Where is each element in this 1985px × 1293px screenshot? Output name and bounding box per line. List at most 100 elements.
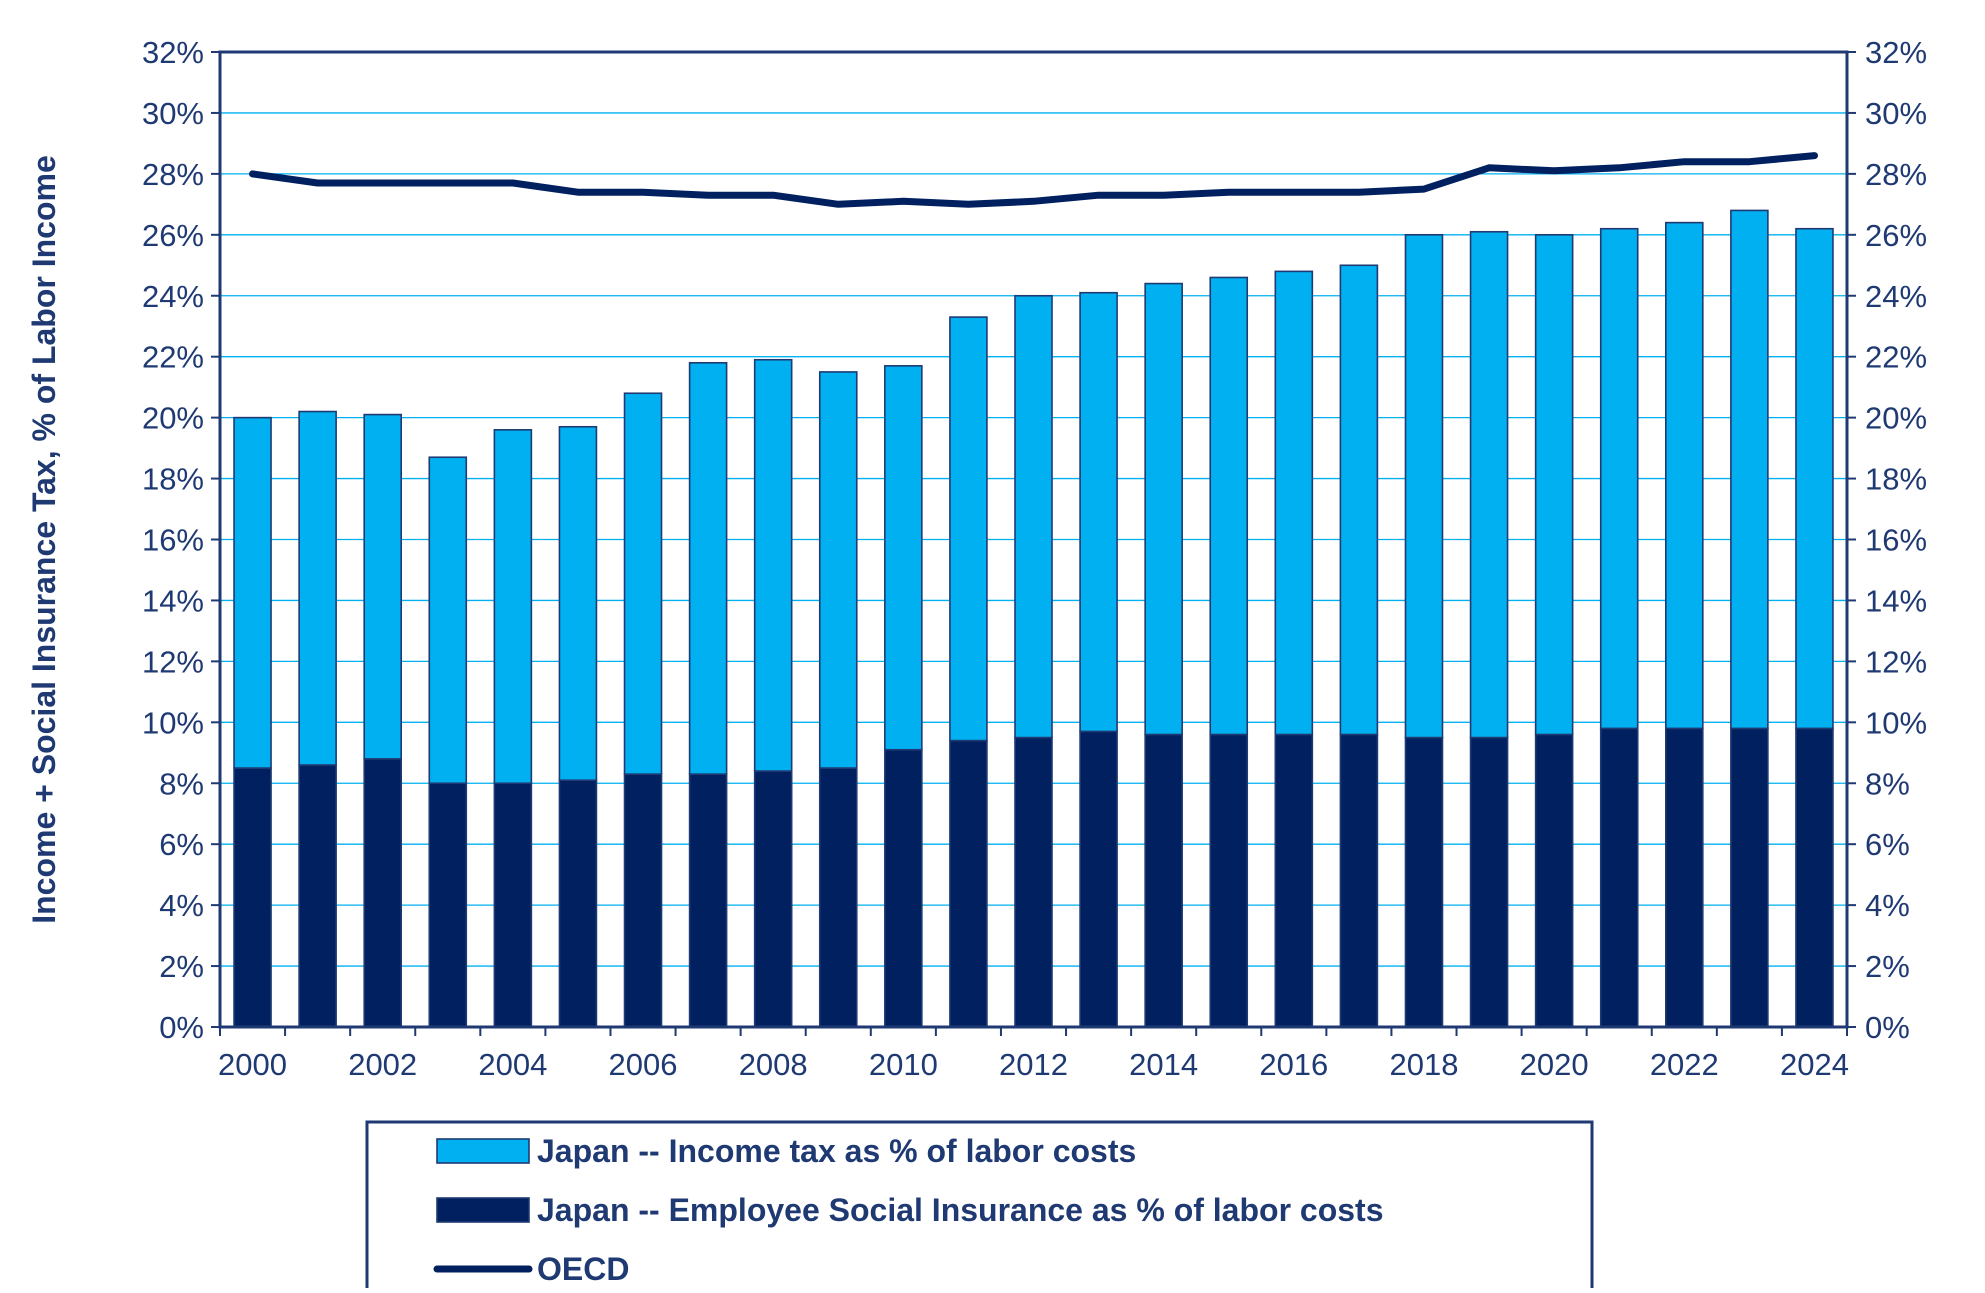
bar-social-insurance-2020 bbox=[1534, 733, 1574, 1028]
x-tick-label: 2018 bbox=[1389, 1047, 1458, 1082]
legend-label: Japan -- Employee Social Insurance as % … bbox=[537, 1192, 1384, 1228]
bar-income-tax-2006 bbox=[623, 392, 663, 775]
y2-tick-label: 0% bbox=[1865, 1010, 1910, 1045]
y2-tick-label: 28% bbox=[1865, 157, 1927, 192]
y2-tick-label: 4% bbox=[1865, 888, 1910, 923]
bar-income-tax-2019 bbox=[1469, 230, 1509, 739]
bar-social-insurance-2004 bbox=[493, 782, 533, 1028]
bar-income-tax-2018 bbox=[1404, 234, 1444, 739]
legend-label: OECD bbox=[537, 1251, 629, 1287]
bar-social-insurance-2016 bbox=[1274, 733, 1314, 1028]
y-tick-label: 24% bbox=[142, 279, 204, 314]
y2-tick-label: 12% bbox=[1865, 644, 1927, 679]
bar-social-insurance-2001 bbox=[298, 764, 337, 1028]
bar-income-tax-2013 bbox=[1079, 291, 1118, 733]
bar-income-tax-2015 bbox=[1209, 276, 1249, 736]
bars bbox=[233, 209, 1834, 1028]
x-tick-label: 2016 bbox=[1259, 1047, 1328, 1082]
y2-tick-label: 32% bbox=[1865, 35, 1927, 70]
bar-social-insurance-2002 bbox=[363, 758, 403, 1028]
y2-tick-label: 20% bbox=[1865, 401, 1927, 436]
bar-income-tax-2020 bbox=[1534, 234, 1574, 736]
legend-label: Japan -- Income tax as % of labor costs bbox=[537, 1133, 1136, 1169]
bar-social-insurance-2017 bbox=[1339, 733, 1379, 1028]
x-tick-label: 2022 bbox=[1650, 1047, 1719, 1082]
bar-income-tax-2000 bbox=[233, 416, 272, 769]
y2-tick-label: 8% bbox=[1865, 766, 1910, 801]
x-tick-label: 2004 bbox=[478, 1047, 547, 1082]
bar-social-insurance-2013 bbox=[1079, 730, 1118, 1028]
bar-social-insurance-2022 bbox=[1665, 727, 1704, 1028]
x-tick-label: 2008 bbox=[739, 1047, 808, 1082]
legend: Japan -- Income tax as % of labor costs J… bbox=[365, 1120, 1594, 1293]
bar-social-insurance-2019 bbox=[1469, 736, 1509, 1028]
bar-social-insurance-2008 bbox=[753, 770, 793, 1028]
y-axis-title: Income + Social Insurance Tax, % of Labo… bbox=[26, 155, 62, 924]
bar-income-tax-2001 bbox=[298, 410, 337, 766]
oecd-line-layer bbox=[249, 152, 1818, 208]
x-tick-label: 2014 bbox=[1129, 1047, 1198, 1082]
y-tick-label: 18% bbox=[142, 462, 204, 497]
y-tick-label: 4% bbox=[159, 888, 204, 923]
bar-income-tax-2003 bbox=[428, 456, 468, 785]
bar-income-tax-2022 bbox=[1665, 221, 1704, 730]
x-tick-label: 2002 bbox=[348, 1047, 417, 1082]
y-tick-label: 16% bbox=[142, 523, 204, 558]
y-tick-label: 30% bbox=[142, 96, 204, 131]
bar-income-tax-2009 bbox=[818, 371, 858, 769]
y-tick-label: 28% bbox=[142, 157, 204, 192]
y-axis-left: 0% 2% 4% 6% 8% 10% 12% 14% 16% 18% 20% 22% 24% 26% 28%… bbox=[142, 35, 220, 1045]
bar-social-insurance-2014 bbox=[1144, 733, 1183, 1028]
y-tick-label: 22% bbox=[142, 340, 204, 375]
x-tick-label: 2020 bbox=[1520, 1047, 1589, 1082]
y2-tick-label: 2% bbox=[1865, 949, 1910, 984]
y-tick-label: 20% bbox=[142, 401, 204, 436]
bar-income-tax-2024 bbox=[1795, 227, 1834, 730]
bar-social-insurance-2009 bbox=[818, 767, 858, 1028]
bar-income-tax-2008 bbox=[753, 358, 793, 772]
legend-swatch-social-insurance bbox=[436, 1197, 530, 1223]
x-axis: 2000 2002 2004 2006 2008 2010 2012 2014 2016 2018… bbox=[218, 1027, 1849, 1082]
y-tick-label: 10% bbox=[142, 705, 204, 740]
y-tick-label: 2% bbox=[159, 949, 204, 984]
y2-tick-label: 24% bbox=[1865, 279, 1927, 314]
bar-social-insurance-2006 bbox=[623, 773, 663, 1028]
bar-income-tax-2023 bbox=[1730, 209, 1769, 730]
y-tick-label: 6% bbox=[159, 827, 204, 862]
y-tick-label: 32% bbox=[142, 35, 204, 70]
bar-income-tax-2016 bbox=[1274, 270, 1314, 736]
bar-income-tax-2007 bbox=[688, 361, 728, 775]
legend-swatch-income-tax bbox=[436, 1138, 530, 1164]
bar-social-insurance-2003 bbox=[428, 782, 468, 1028]
bar-income-tax-2014 bbox=[1144, 282, 1183, 736]
bar-social-insurance-2010 bbox=[884, 748, 923, 1028]
x-tick-label: 2010 bbox=[869, 1047, 938, 1082]
bar-income-tax-2010 bbox=[884, 365, 923, 751]
y2-tick-label: 16% bbox=[1865, 523, 1927, 558]
y-tick-label: 8% bbox=[159, 766, 204, 801]
y2-tick-label: 10% bbox=[1865, 705, 1927, 740]
y2-tick-label: 26% bbox=[1865, 218, 1927, 253]
bar-social-insurance-2018 bbox=[1404, 736, 1444, 1028]
oecd-line bbox=[249, 152, 1818, 208]
x-tick-label: 2000 bbox=[218, 1047, 287, 1082]
bar-income-tax-2012 bbox=[1014, 294, 1053, 739]
y2-tick-label: 6% bbox=[1865, 827, 1910, 862]
x-tick-label: 2006 bbox=[609, 1047, 678, 1082]
x-tick-label: 2024 bbox=[1780, 1047, 1849, 1082]
bar-social-insurance-2007 bbox=[688, 773, 728, 1028]
y-tick-label: 26% bbox=[142, 218, 204, 253]
bar-income-tax-2021 bbox=[1599, 227, 1639, 730]
bar-income-tax-2002 bbox=[363, 413, 403, 760]
y2-tick-label: 22% bbox=[1865, 340, 1927, 375]
y-tick-label: 12% bbox=[142, 644, 204, 679]
bar-social-insurance-2023 bbox=[1730, 727, 1769, 1028]
bar-income-tax-2004 bbox=[493, 429, 533, 785]
bar-income-tax-2005 bbox=[558, 425, 598, 782]
legend-box bbox=[365, 1120, 1594, 1293]
bar-social-insurance-2012 bbox=[1014, 736, 1053, 1028]
y2-tick-label: 18% bbox=[1865, 462, 1927, 497]
y-axis-right: 0% 2% 4% 6% 8% 10% 12% 14% 16% 18% 20% 22% 24% 26% 28%… bbox=[1847, 35, 1927, 1045]
